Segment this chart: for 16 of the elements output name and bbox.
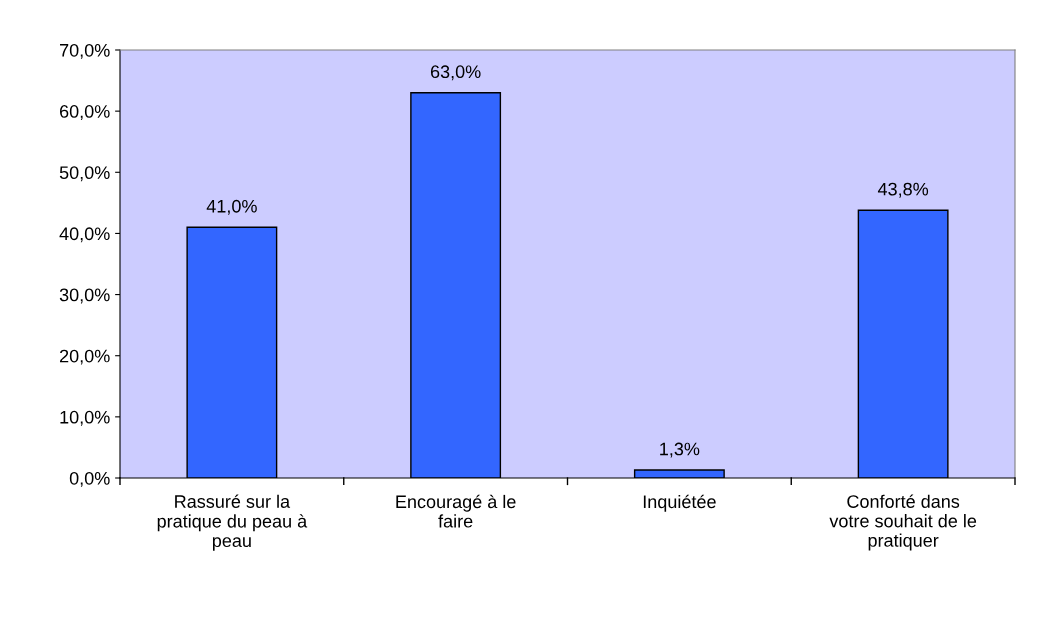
x-tick-label: Rassuré sur la pratique du peau à peau	[157, 494, 308, 551]
y-tick-label: 10,0%	[60, 410, 110, 426]
y-tick-label: 50,0%	[59, 166, 110, 182]
data-label: 41,0%	[206, 199, 257, 215]
data-label: 1,3%	[660, 442, 700, 458]
x-tick-label: Conforté dans votre souhait de le pratiquer	[829, 494, 977, 551]
y-tick-label: 70,0%	[60, 43, 110, 59]
x-tick-label: Inquiétée	[643, 494, 716, 512]
y-tick-label: 0,0%	[69, 471, 110, 487]
y-tick-label: 60,0%	[60, 105, 110, 120]
y-tick-label: 20,0%	[59, 349, 110, 365]
y-tick-label: 30,0%	[59, 288, 110, 304]
data-label: 43,8%	[877, 182, 929, 198]
x-tick-label: Encouragé à le faire	[396, 494, 516, 528]
y-tick-label: 40,0%	[59, 227, 110, 243]
data-label: 63,0%	[430, 65, 481, 81]
